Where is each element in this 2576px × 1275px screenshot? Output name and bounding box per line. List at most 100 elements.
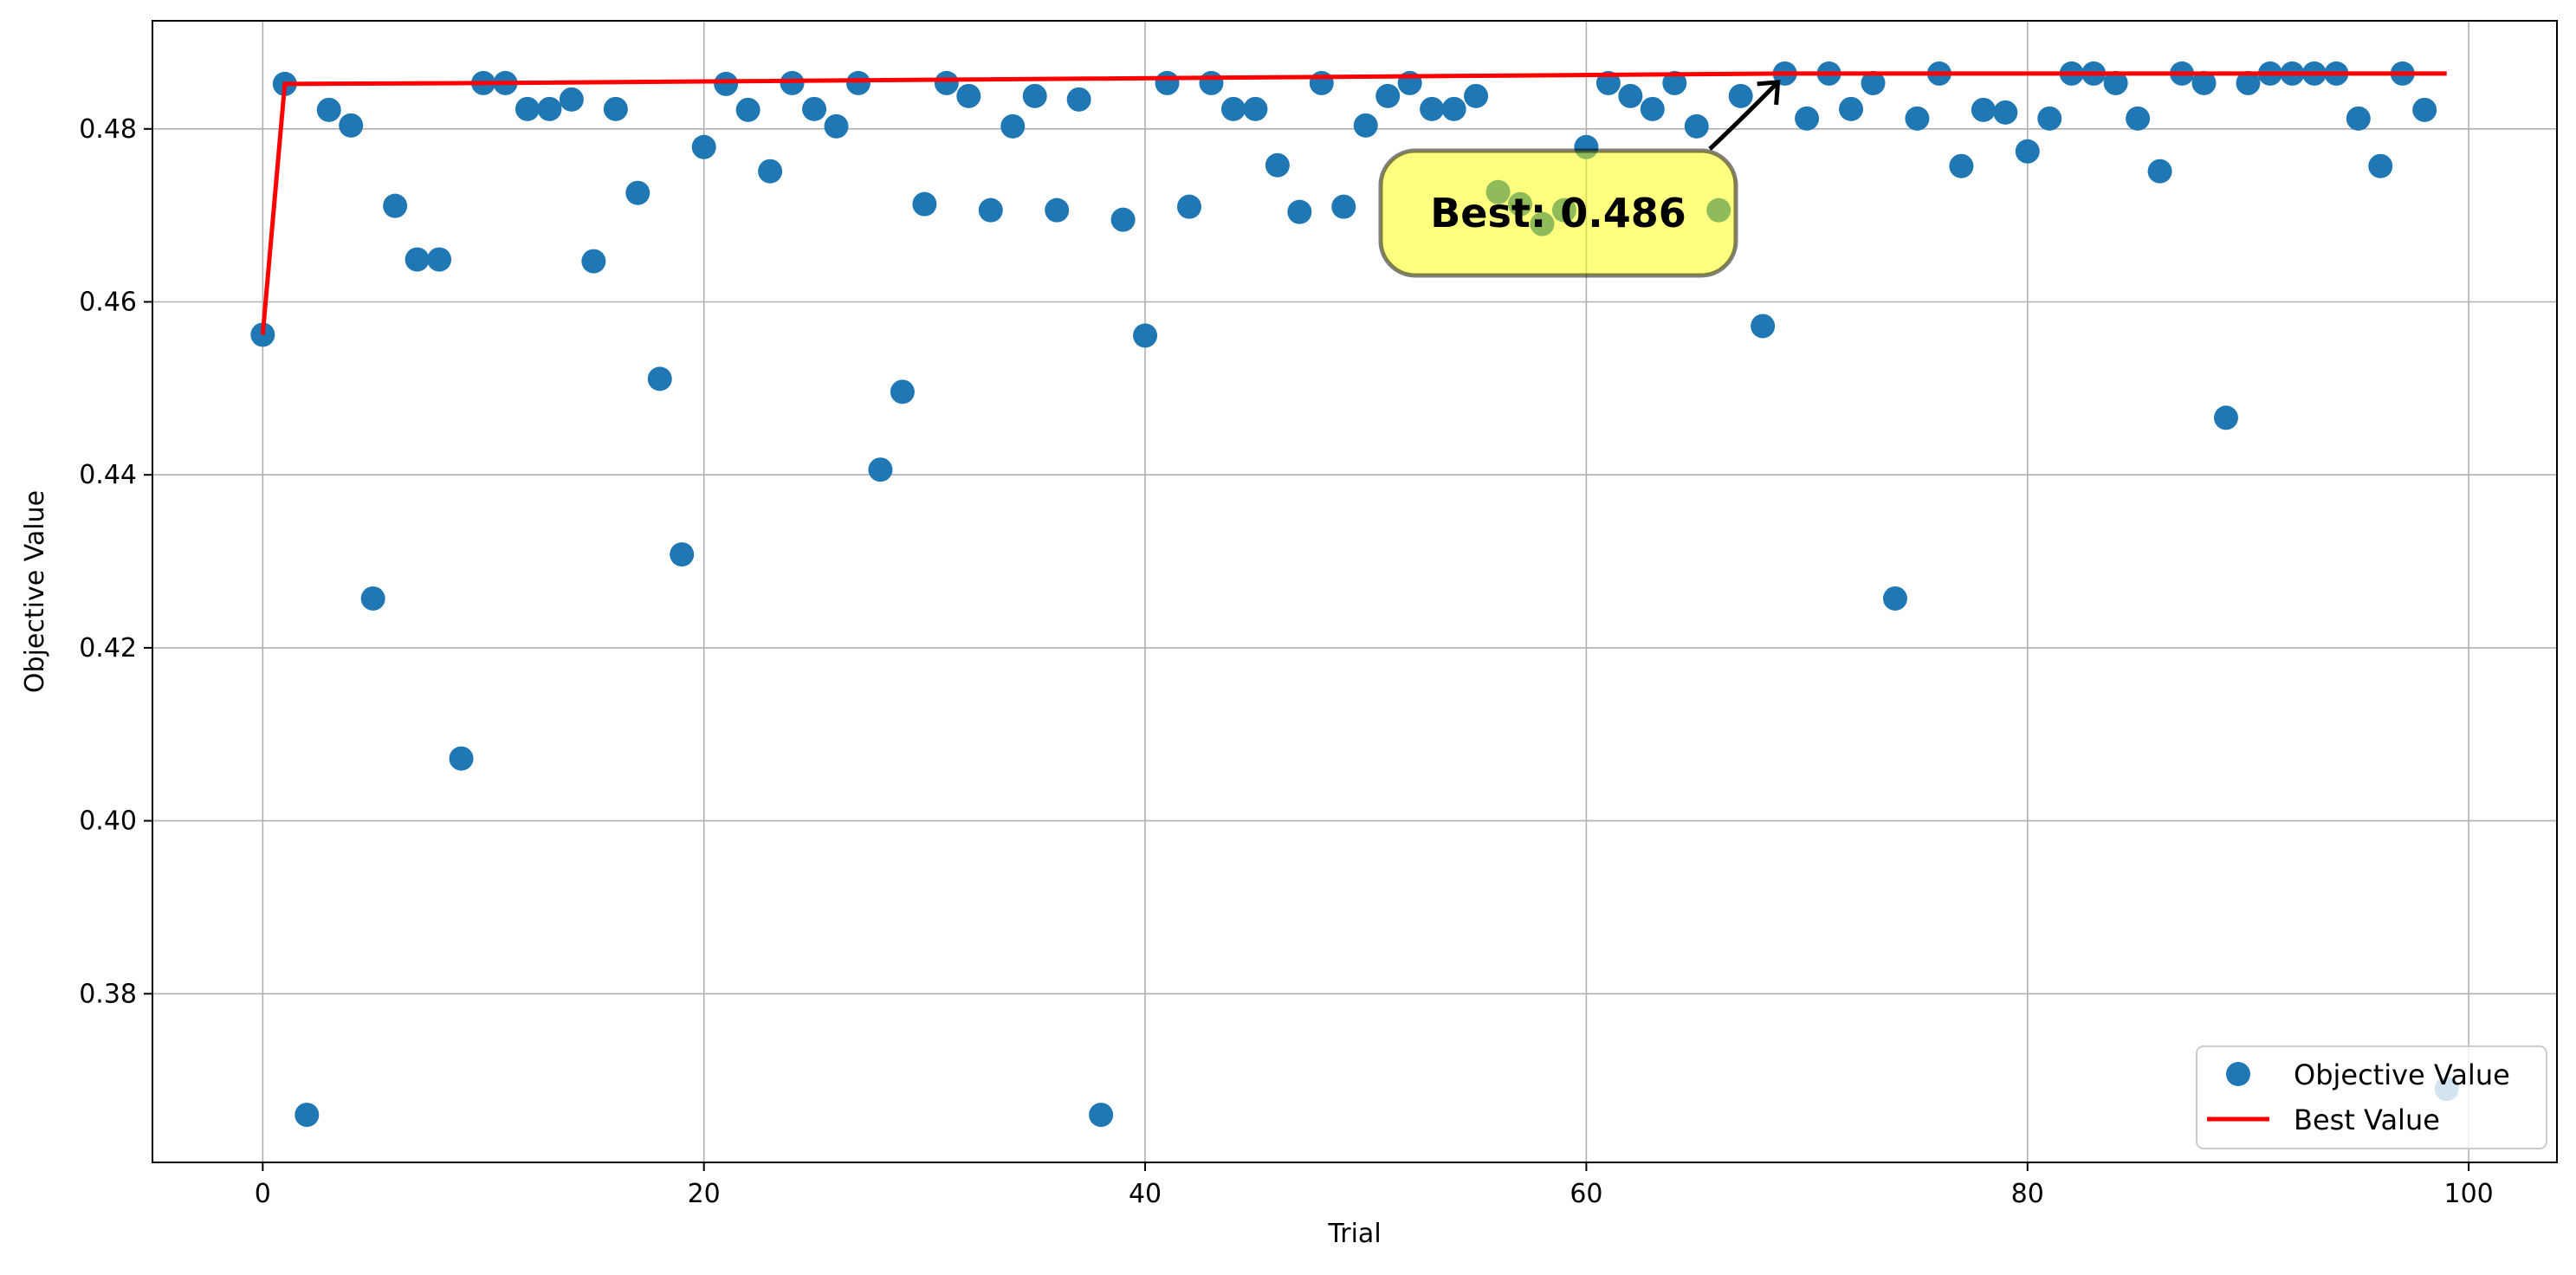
legend: Objective Value Best Value bbox=[2196, 1045, 2547, 1149]
objective-point bbox=[559, 87, 584, 112]
objective-point bbox=[1022, 83, 1047, 108]
objective-point bbox=[1905, 106, 1930, 131]
objective-point bbox=[2126, 106, 2151, 131]
objective-point bbox=[2147, 159, 2172, 184]
objective-point bbox=[824, 113, 849, 139]
objective-point bbox=[1420, 96, 1445, 121]
grid-lines bbox=[152, 21, 2557, 1162]
axis-ticks: 0 20 40 60 80 100 0.38 0.40 0.42 0.44 0.46 0.48 bbox=[79, 114, 2494, 1209]
objective-point bbox=[868, 457, 893, 482]
objective-point bbox=[1441, 96, 1466, 121]
objective-point bbox=[1882, 586, 1907, 611]
plot-frame bbox=[152, 20, 2558, 1163]
x-tick-label: 20 bbox=[688, 1179, 721, 1209]
objective-point bbox=[934, 70, 959, 95]
y-axis-label: Objective Value bbox=[20, 490, 50, 693]
objective-point bbox=[1089, 1103, 1114, 1128]
y-tick-label: 0.48 bbox=[79, 114, 137, 145]
x-axis-label: Trial bbox=[1327, 1219, 1381, 1249]
objective-point bbox=[1176, 194, 1201, 219]
x-tick-label: 40 bbox=[1129, 1179, 1162, 1209]
legend-marker-objective bbox=[2226, 1062, 2250, 1086]
objective-point bbox=[1728, 83, 1753, 108]
x-tick-label: 100 bbox=[2443, 1179, 2493, 1209]
objective-point bbox=[1618, 83, 1643, 108]
y-tick-label: 0.42 bbox=[79, 633, 137, 663]
objective-point bbox=[1662, 70, 1687, 95]
objective-point bbox=[1000, 113, 1026, 139]
objective-point bbox=[537, 96, 562, 121]
objective-point bbox=[1066, 87, 1091, 112]
objective-point bbox=[780, 70, 805, 95]
objective-point bbox=[1155, 70, 1180, 95]
objective-point bbox=[1993, 100, 2018, 125]
x-tick-label: 80 bbox=[2011, 1179, 2044, 1209]
objective-point bbox=[2346, 106, 2371, 131]
objective-point bbox=[1199, 70, 1224, 95]
objective-point bbox=[978, 197, 1003, 223]
x-tick-label: 0 bbox=[255, 1179, 271, 1209]
y-tick-label: 0.40 bbox=[79, 806, 137, 837]
objective-point bbox=[2236, 70, 2261, 95]
y-tick-label: 0.44 bbox=[79, 460, 137, 490]
objective-point bbox=[2191, 70, 2217, 95]
objective-point bbox=[691, 134, 716, 159]
objective-point bbox=[603, 96, 628, 121]
objective-point bbox=[2368, 153, 2393, 178]
objective-point bbox=[1751, 314, 1776, 339]
objective-point bbox=[1795, 106, 1820, 131]
objective-point bbox=[758, 159, 783, 184]
objective-point bbox=[1861, 70, 1886, 95]
objective-point bbox=[515, 96, 540, 121]
objective-point bbox=[647, 366, 672, 392]
objective-point bbox=[2213, 405, 2238, 430]
objective-point bbox=[1265, 152, 1290, 178]
objective-point bbox=[1464, 83, 1489, 108]
objective-point bbox=[2037, 106, 2062, 131]
objective-point bbox=[2103, 70, 2128, 95]
legend-label-objective: Objective Value bbox=[2294, 1058, 2510, 1091]
objective-point bbox=[1110, 207, 1136, 232]
objective-point bbox=[1971, 97, 1996, 122]
objective-point bbox=[581, 249, 606, 274]
y-tick-label: 0.46 bbox=[79, 288, 137, 318]
objective-point bbox=[1375, 83, 1401, 108]
objective-point bbox=[670, 542, 695, 567]
objective-point bbox=[735, 97, 761, 122]
objective-point bbox=[890, 379, 915, 405]
annotation-box bbox=[1378, 148, 1738, 278]
legend-label-best: Best Value bbox=[2294, 1103, 2440, 1136]
objective-point bbox=[1045, 197, 1070, 223]
objective-point bbox=[383, 193, 408, 218]
objective-point bbox=[339, 113, 364, 138]
best-annotation: Best: 0.486 bbox=[1378, 80, 1781, 278]
legend-frame bbox=[2196, 1045, 2547, 1149]
annotation-arrow bbox=[1708, 81, 1780, 151]
x-tick-label: 60 bbox=[1570, 1179, 1602, 1209]
objective-point bbox=[427, 247, 452, 272]
objective-point bbox=[316, 97, 341, 122]
objective-point bbox=[1220, 96, 1246, 121]
annotation-text: Best: 0.486 bbox=[1430, 190, 1686, 236]
objective-point bbox=[360, 586, 385, 611]
objective-point bbox=[1640, 96, 1665, 121]
objective-point bbox=[1309, 70, 1334, 95]
objective-point bbox=[1133, 323, 1158, 348]
objective-point bbox=[1287, 199, 1312, 224]
objective-point bbox=[956, 83, 981, 108]
objective-point bbox=[294, 1103, 320, 1128]
objective-point bbox=[912, 191, 937, 217]
objective-point bbox=[845, 70, 871, 95]
y-tick-label: 0.38 bbox=[79, 979, 137, 1009]
objective-point bbox=[802, 96, 827, 121]
objective-point bbox=[1839, 96, 1864, 121]
annotation-arrowhead bbox=[1757, 80, 1781, 106]
objective-point bbox=[2412, 97, 2437, 122]
objective-point bbox=[405, 247, 430, 272]
best-value-line bbox=[260, 71, 2447, 335]
objective-point bbox=[1331, 194, 1356, 219]
objective-point bbox=[1684, 113, 1709, 139]
objective-point bbox=[449, 746, 474, 771]
objective-point bbox=[1243, 96, 1268, 121]
